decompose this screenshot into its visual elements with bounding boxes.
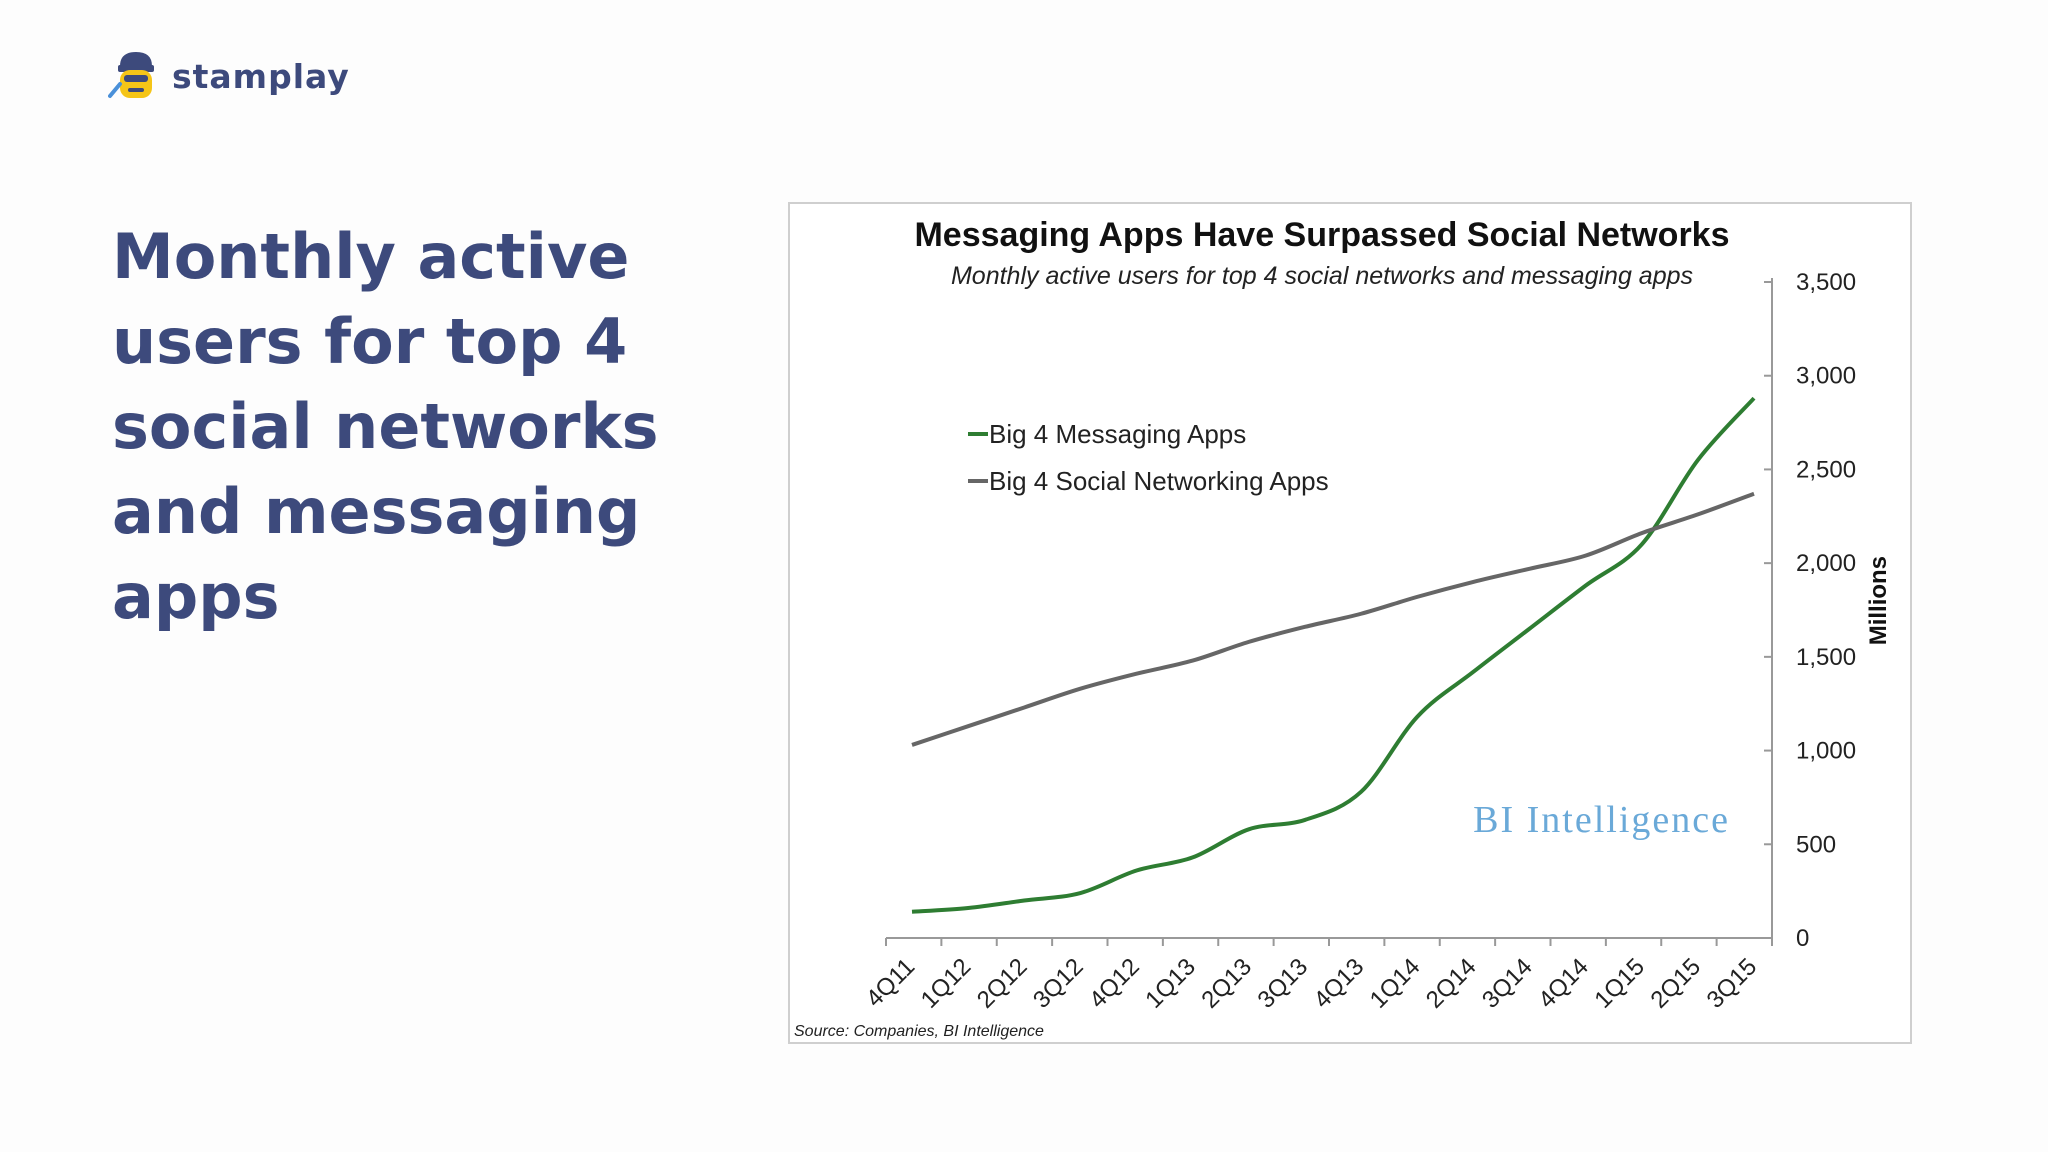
x-tick-label: 4Q12 bbox=[1084, 953, 1145, 1014]
series-line-messaging bbox=[911, 396, 1756, 914]
chart-frame: Messaging Apps Have Surpassed Social Net… bbox=[788, 202, 1912, 1044]
x-tick-label: 4Q13 bbox=[1309, 953, 1370, 1014]
x-tick-label: 3Q13 bbox=[1253, 953, 1314, 1014]
y-tick-label: 2,500 bbox=[1796, 456, 1856, 483]
x-tick-label: 4Q14 bbox=[1533, 953, 1594, 1014]
chart-legend: Big 4 Messaging Apps Big 4 Social Network… bbox=[968, 419, 1329, 496]
y-axis-label: Millions bbox=[1865, 556, 1892, 645]
source-note: Source: Companies, BI Intelligence bbox=[794, 1023, 1044, 1040]
x-tick-label: 4Q11 bbox=[861, 953, 920, 1012]
y-tick-label: 3,500 bbox=[1796, 269, 1856, 296]
x-tick-label: 2Q15 bbox=[1645, 953, 1706, 1014]
x-tick-label: 2Q14 bbox=[1421, 953, 1482, 1014]
brand-name: stamplay bbox=[172, 56, 350, 96]
y-tick-label: 0 bbox=[1796, 925, 1809, 952]
x-tick-label: 2Q13 bbox=[1196, 953, 1257, 1014]
x-tick-label: 1Q14 bbox=[1365, 953, 1426, 1014]
x-tick-label: 1Q15 bbox=[1589, 953, 1650, 1014]
robot-mascot-icon bbox=[108, 52, 154, 98]
slide-title: Monthly active users for top 4 social ne… bbox=[112, 220, 659, 633]
y-tick-label: 1,500 bbox=[1796, 644, 1856, 671]
y-tick-label: 500 bbox=[1796, 831, 1836, 858]
chart-title: Messaging Apps Have Surpassed Social Net… bbox=[914, 216, 1729, 254]
x-tick-label: 3Q12 bbox=[1028, 953, 1089, 1014]
x-tick-label: 3Q15 bbox=[1702, 953, 1763, 1014]
y-tick-label: 1,000 bbox=[1796, 738, 1856, 765]
x-tick-label: 1Q12 bbox=[916, 953, 977, 1014]
legend-label-social: Big 4 Social Networking Apps bbox=[989, 466, 1329, 496]
chart-subtitle: Monthly active users for top 4 social ne… bbox=[951, 262, 1693, 290]
brand-logo[interactable]: stamplay bbox=[108, 48, 350, 104]
line-chart: Messaging Apps Have Surpassed Social Net… bbox=[794, 216, 1892, 1040]
series-line-social bbox=[911, 491, 1755, 747]
legend-label-messaging: Big 4 Messaging Apps bbox=[989, 419, 1246, 449]
x-tick-label: 3Q14 bbox=[1477, 953, 1538, 1014]
y-tick-label: 2,000 bbox=[1796, 550, 1856, 577]
x-tick-label: 1Q13 bbox=[1140, 953, 1201, 1014]
y-tick-label: 3,000 bbox=[1796, 363, 1856, 390]
x-tick-label: 2Q12 bbox=[972, 953, 1033, 1014]
watermark: BI Intelligence bbox=[1473, 799, 1730, 841]
